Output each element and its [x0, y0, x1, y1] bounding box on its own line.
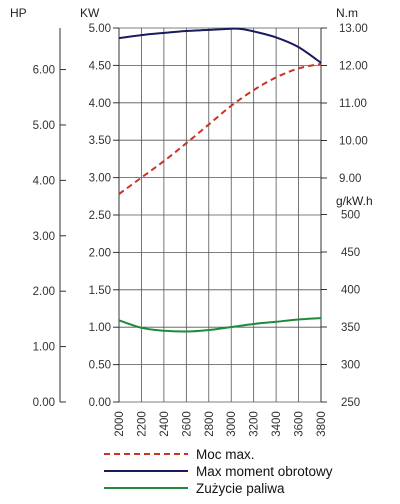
kw-axis-unit: KW [80, 6, 100, 20]
nm-tick-label: 10.00 [339, 136, 368, 148]
x-tick-label: 2600 [181, 411, 193, 437]
x-tick-label: 3800 [316, 411, 328, 437]
hp-axis-unit: HP [10, 6, 27, 20]
axes [59, 27, 327, 403]
kw-tick-label: 4.00 [89, 98, 111, 110]
nm-tick-label: 12.00 [339, 61, 368, 73]
x-tick-label: 2400 [159, 411, 171, 437]
gkwh-tick-label: 250 [341, 397, 360, 409]
nm-tick-label: 9.00 [339, 173, 361, 185]
series-line-moment [118, 27, 322, 64]
hp-tick-label: 3.00 [33, 231, 55, 243]
kw-tick-label: 3.00 [89, 173, 111, 185]
gkwh-tick-label: 500 [341, 210, 360, 222]
legend-label-moc: Moc max. [196, 447, 255, 462]
x-tick-label: 2200 [136, 411, 148, 437]
legend-label-zuzycie: Zużycie paliwa [196, 481, 285, 496]
nm-tick-label: 11.00 [339, 98, 367, 110]
gkwh-tick-label: 450 [341, 247, 360, 259]
kw-tick-label: 5.00 [89, 23, 111, 35]
hp-tick-label: 0.00 [33, 397, 55, 409]
kw-tick-label: 1.00 [89, 322, 111, 334]
x-tick-label: 3400 [271, 411, 283, 437]
x-tick-label: 3000 [226, 411, 238, 437]
gkwh-tick-label: 300 [341, 360, 360, 372]
hp-tick-label: 5.00 [33, 120, 55, 132]
hp-tick-label: 4.00 [33, 175, 55, 187]
nm-axis-unit: N.m [336, 6, 358, 20]
series-line-moc [118, 62, 322, 195]
kw-tick-label: 2.00 [89, 247, 111, 259]
hp-tick-label: 6.00 [33, 65, 55, 77]
gkwh-tick-label: 350 [341, 322, 360, 334]
kw-tick-label: 2.50 [89, 210, 111, 222]
nm-tick-label: 13.00 [339, 23, 368, 35]
tick-labels: 2000 2200 2400 2600 2800 3000 3200 3400 3600 3800… [33, 23, 368, 437]
axis-units: HP KW N.m g/kW.h [10, 6, 373, 208]
gkwh-tick-label: 400 [341, 285, 360, 297]
x-tick-label: 2800 [204, 411, 216, 437]
series-lines [118, 27, 322, 333]
hp-tick-label: 1.00 [33, 342, 55, 354]
x-tick-label: 3200 [249, 411, 261, 437]
kw-tick-label: 4.50 [89, 60, 111, 72]
legend: Moc max. Max moment obrotowy Zużycie pal… [104, 447, 333, 496]
hp-tick-label: 2.00 [33, 286, 55, 298]
kw-tick-label: 3.50 [89, 135, 111, 147]
x-tick-label: 3600 [294, 411, 306, 437]
gkwh-axis-unit: g/kW.h [336, 194, 373, 208]
kw-tick-label: 0.50 [89, 360, 111, 372]
series-line-zuzycie [118, 317, 322, 333]
kw-tick-label: 0.00 [89, 397, 111, 409]
x-tick-label: 2000 [114, 411, 126, 437]
legend-label-moment: Max moment obrotowy [196, 464, 333, 479]
kw-tick-label: 1.50 [89, 285, 111, 297]
